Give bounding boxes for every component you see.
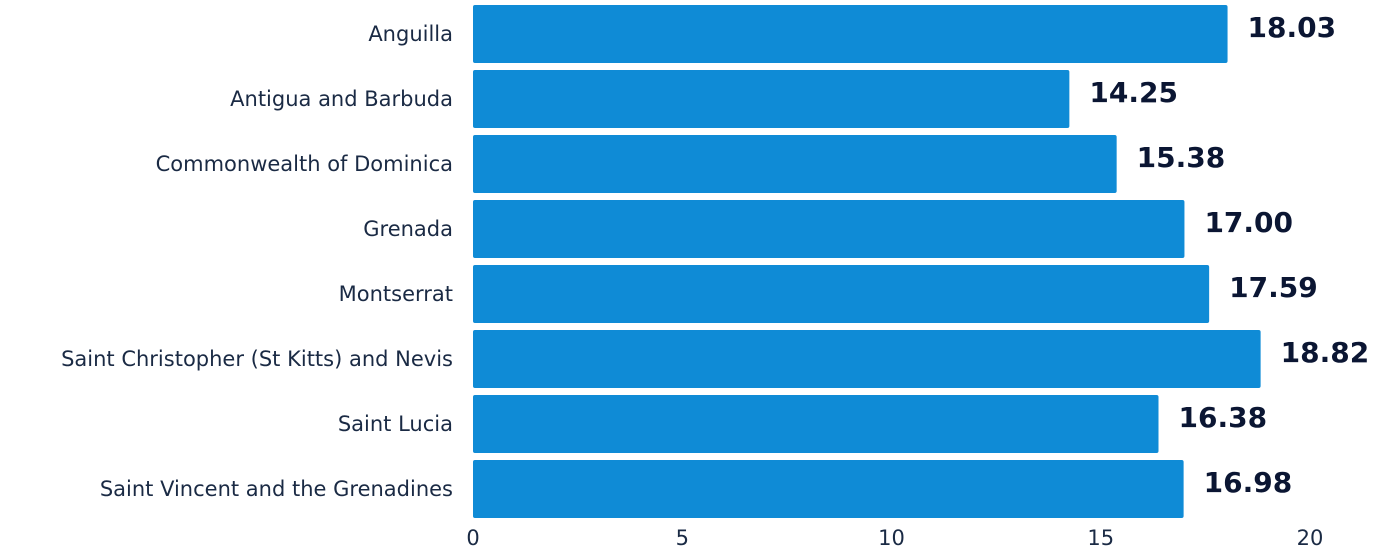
category-label: Antigua and Barbuda xyxy=(230,87,453,111)
value-label: 16.38 xyxy=(1179,401,1268,434)
value-labels: 18.03 14.25 15.38 17.00 17.59 18.82 16.38 16.98 xyxy=(1089,11,1369,499)
value-label: 17.59 xyxy=(1229,271,1318,304)
category-label: Saint Christopher (St Kitts) and Nevis xyxy=(61,347,453,371)
x-tick-label: 10 xyxy=(878,526,905,550)
category-label: Anguilla xyxy=(368,22,453,46)
value-label: 18.03 xyxy=(1248,11,1337,44)
bar xyxy=(473,5,1228,63)
x-tick-label: 20 xyxy=(1297,526,1324,550)
category-label: Saint Lucia xyxy=(338,412,453,436)
category-label: Montserrat xyxy=(339,282,453,306)
bar xyxy=(473,330,1261,388)
bar xyxy=(473,460,1184,518)
bar xyxy=(473,395,1159,453)
value-label: 14.25 xyxy=(1089,76,1178,109)
category-label: Grenada xyxy=(363,217,453,241)
bar xyxy=(473,200,1185,258)
x-axis-ticks: 0 5 10 15 20 xyxy=(466,526,1323,550)
x-tick-label: 5 xyxy=(676,526,689,550)
value-label: 16.98 xyxy=(1204,466,1293,499)
x-tick-label: 0 xyxy=(466,526,479,550)
bars-group xyxy=(473,5,1261,518)
bar xyxy=(473,265,1210,323)
value-label: 15.38 xyxy=(1137,141,1226,174)
value-label: 17.00 xyxy=(1204,206,1293,239)
value-label: 18.82 xyxy=(1281,336,1370,369)
bar xyxy=(473,70,1070,128)
x-tick-label: 15 xyxy=(1087,526,1114,550)
category-labels: Anguilla Antigua and Barbuda Commonwealth … xyxy=(61,22,453,501)
category-label: Commonwealth of Dominica xyxy=(156,152,453,176)
bar xyxy=(473,135,1117,193)
category-label: Saint Vincent and the Grenadines xyxy=(100,477,453,501)
